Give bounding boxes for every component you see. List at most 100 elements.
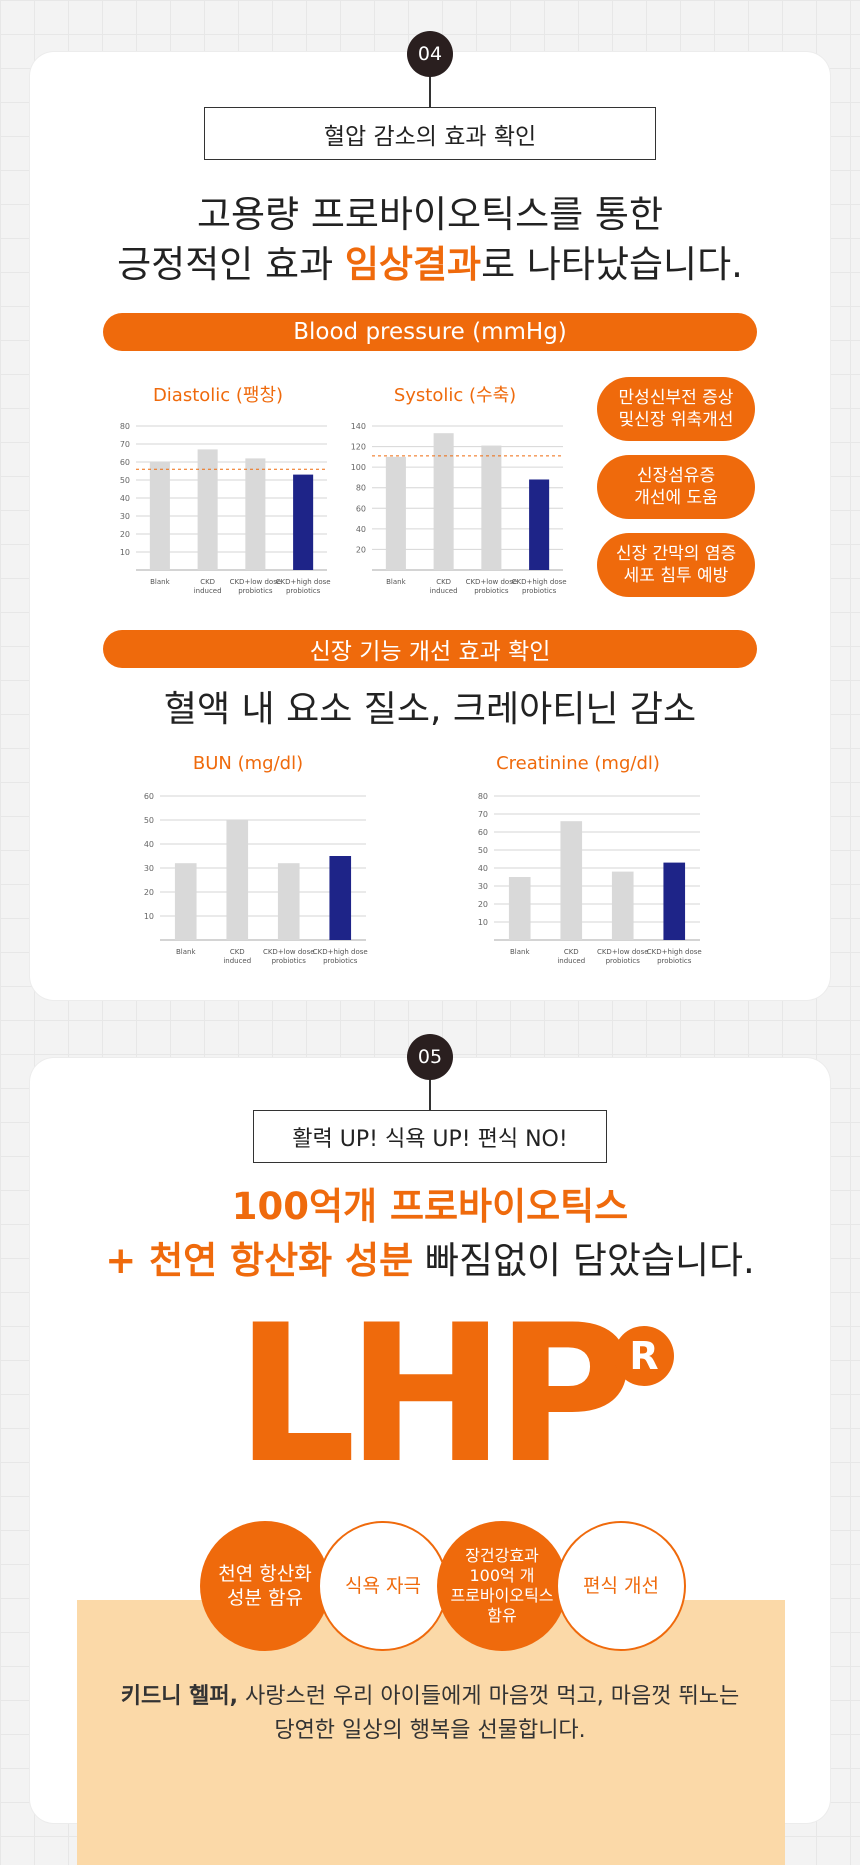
y-tick-label: 30: [144, 864, 154, 873]
x-tick-label: Blank: [176, 948, 196, 956]
feature-gut-health: 장건강효과 100억 개 프로바이오틱스 함유: [437, 1521, 567, 1651]
chart-title-creatinine: Creatinine (mg/dl): [496, 753, 660, 774]
y-tick-label: 60: [356, 504, 366, 513]
feature-antioxidant: 천연 항산화 성분 함유: [200, 1521, 330, 1651]
step-number-04: 04: [407, 31, 453, 77]
y-tick-label: 120: [351, 443, 366, 452]
y-tick-label: 70: [478, 810, 488, 819]
kidney-function-pill: 신장 기능 개선 효과 확인: [103, 630, 757, 668]
x-tick-label: CKD+low dose probiotics: [466, 578, 518, 595]
y-tick-label: 40: [144, 840, 154, 849]
y-tick-label: 40: [120, 494, 130, 503]
chart-systolic: 20 40 60 80 100 120 140 Blank CKD induced CKD+low …: [351, 422, 567, 595]
brand-name: 키드니 헬퍼,: [120, 1684, 238, 1709]
x-tick-label: CKD+high dose probiotics: [647, 948, 702, 965]
y-tick-label: 20: [478, 900, 488, 909]
x-tick-label: CKD+low dose probiotics: [597, 948, 649, 965]
y-tick-label: 20: [120, 530, 130, 539]
x-tick-label: CKD+high dose probiotics: [512, 578, 567, 595]
bar: [529, 479, 550, 570]
bar: [149, 462, 170, 570]
y-tick-label: 30: [120, 512, 130, 521]
lhp-logo: LHP: [235, 1284, 634, 1505]
kidney-subheadline: 혈액 내 요소 질소, 크레아티닌 감소: [163, 689, 697, 730]
x-tick-label: CKD+high dose probiotics: [313, 948, 368, 965]
footer-line-1: 키드니 헬퍼, 사랑스런 우리 아이들에게 마음껏 먹고, 마음껏 뛰노는: [0, 1680, 860, 1714]
chart-creatinine: 10 20 30 40 50 60 70 80 Blank CKD induced CKD+low d…: [478, 792, 702, 965]
y-tick-label: 60: [144, 792, 154, 801]
bar: [663, 862, 686, 940]
bar: [277, 863, 300, 940]
bar: [197, 449, 218, 570]
bar: [226, 820, 249, 940]
headline-accent: 임상결과: [344, 243, 482, 286]
headline-line-1: 고용량 프로바이오틱스를 통한: [196, 193, 664, 236]
bar: [560, 821, 583, 940]
headline-line-2: 긍정적인 효과 임상결과로 나타났습니다.: [0, 240, 860, 290]
badge-inflammation: 신장 간막의 염증 세포 침투 예방: [597, 533, 755, 597]
y-tick-label: 70: [120, 440, 130, 449]
x-tick-label: CKD induced: [223, 948, 251, 965]
feature-picky-eating: 편식 개선: [556, 1521, 686, 1651]
y-tick-label: 50: [120, 476, 130, 485]
y-tick-label: 10: [478, 918, 488, 927]
y-tick-label: 50: [478, 846, 488, 855]
y-tick-label: 40: [478, 864, 488, 873]
footer-text: 사랑스런 우리 아이들에게 마음껏 먹고, 마음껏 뛰노는: [237, 1684, 740, 1709]
headline-text-end: 로 나타났습니다.: [481, 243, 743, 286]
bar: [481, 445, 502, 570]
y-tick-label: 30: [478, 882, 488, 891]
headline-line-2: + 천연 항산화 성분 빠짐없이 담았습니다.: [0, 1234, 860, 1288]
chart-title-diastolic: Diastolic (팽창): [152, 385, 284, 406]
section-label-box: 혈압 감소의 효과 확인: [204, 107, 656, 160]
chart-bun: 10 20 30 40 50 60 Blank CKD induced CKD+low dose p…: [144, 792, 368, 965]
bar: [611, 871, 634, 940]
y-tick-label: 20: [144, 888, 154, 897]
x-tick-label: Blank: [150, 578, 170, 586]
headline-text: 긍정적인 효과: [117, 243, 345, 286]
x-tick-label: CKD+low dose probiotics: [230, 578, 282, 595]
headline-lhp: 100억개 프로바이오틱스 + 천연 항산화 성분 빠짐없이 담았습니다.: [0, 1180, 860, 1288]
bar: [385, 456, 406, 570]
chart-title-bun: BUN (mg/dl): [192, 753, 304, 774]
x-tick-label: CKD induced: [557, 948, 585, 965]
x-tick-label: Blank: [510, 948, 530, 956]
y-tick-label: 50: [144, 816, 154, 825]
footer-message: 키드니 헬퍼, 사랑스런 우리 아이들에게 마음껏 먹고, 마음껏 뛰노는 당연…: [0, 1680, 860, 1748]
step-connector: [429, 1058, 431, 1110]
headline-accent: + 천연 항산화 성분: [105, 1239, 414, 1282]
bar: [329, 856, 352, 940]
y-tick-label: 80: [478, 792, 488, 801]
y-tick-label: 80: [120, 422, 130, 431]
registered-mark-icon: R: [614, 1326, 674, 1386]
blood-pressure-pill: Blood pressure (mmHg): [103, 313, 757, 351]
y-tick-label: 10: [120, 548, 130, 557]
step-number-05: 05: [407, 1034, 453, 1080]
x-tick-label: CKD induced: [194, 578, 222, 595]
y-tick-label: 140: [351, 422, 366, 431]
x-tick-label: CKD+low dose probiotics: [263, 948, 315, 965]
y-tick-label: 40: [356, 525, 366, 534]
y-tick-label: 100: [351, 463, 366, 472]
bar: [293, 474, 314, 570]
y-tick-label: 80: [356, 484, 366, 493]
headline-text-end: 빠짐없이 담았습니다.: [413, 1239, 755, 1282]
x-tick-label: CKD induced: [430, 578, 458, 595]
footer-line-2: 당연한 일상의 행복을 선물합니다.: [274, 1718, 586, 1743]
feature-appetite: 식욕 자극: [318, 1521, 448, 1651]
bar: [508, 877, 531, 940]
chart-diastolic: 10 20 30 40 50 60 70 80 Blank CKD induced CKD+low d…: [120, 422, 331, 595]
bar: [174, 863, 197, 940]
badge-kidney-atrophy: 만성신부전 증상 및신장 위축개선: [597, 377, 755, 441]
step-connector: [429, 54, 431, 110]
y-tick-label: 10: [144, 912, 154, 921]
bar: [433, 433, 454, 570]
headline: 고용량 프로바이오틱스를 통한 긍정적인 효과 임상결과로 나타났습니다.: [0, 190, 860, 290]
bar: [245, 458, 266, 570]
section-label-box: 활력 UP! 식욕 UP! 편식 NO!: [253, 1110, 607, 1163]
y-tick-label: 60: [478, 828, 488, 837]
y-tick-label: 60: [120, 458, 130, 467]
y-tick-label: 20: [356, 545, 366, 554]
peach-background-panel: [77, 1600, 785, 1865]
x-tick-label: Blank: [386, 578, 406, 586]
